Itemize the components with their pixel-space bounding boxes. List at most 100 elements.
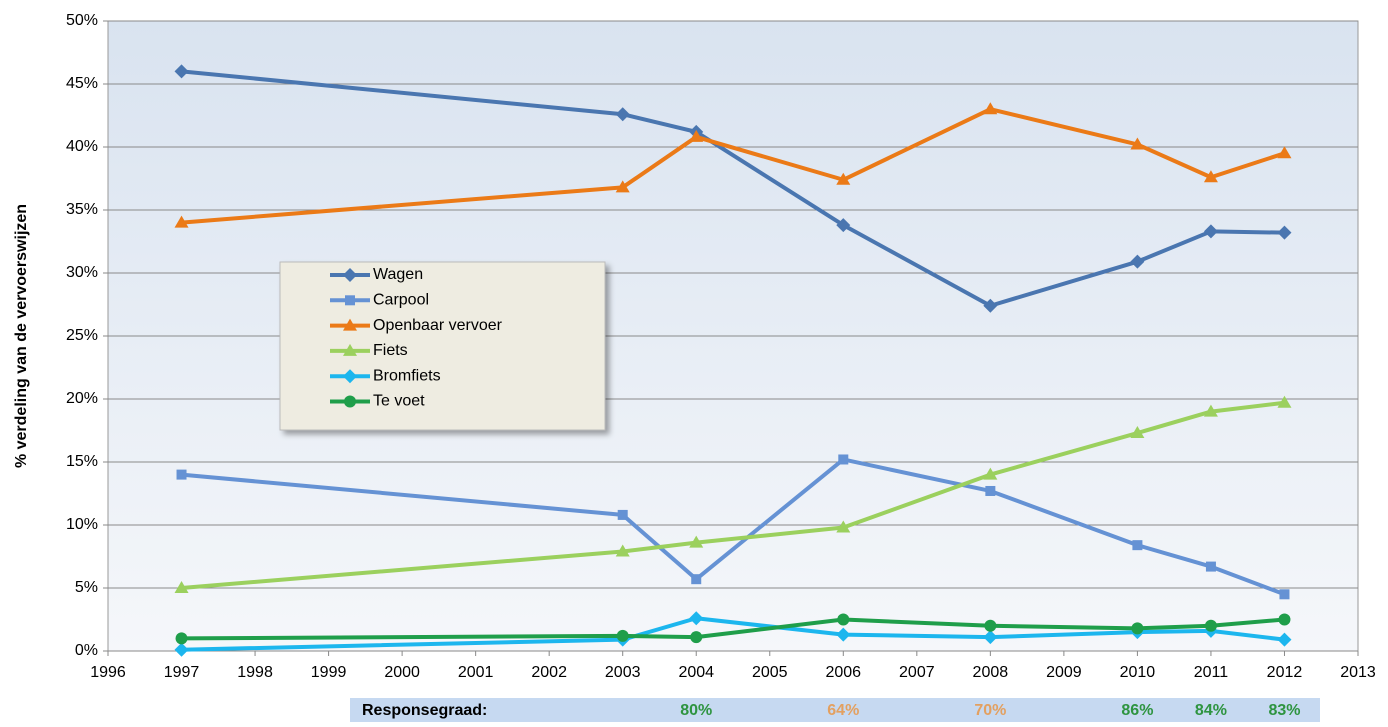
x-tick-label: 2007 [899, 664, 935, 681]
x-tick-label: 2008 [973, 664, 1009, 681]
y-tick-label: 25% [66, 327, 98, 344]
marker [343, 343, 357, 356]
y-tick-label: 0% [75, 642, 98, 659]
x-tick-label: 2009 [1046, 664, 1082, 681]
marker [1277, 632, 1292, 647]
response-value: 70% [974, 702, 1006, 719]
marker [836, 218, 851, 233]
marker [615, 180, 630, 193]
y-axis-label: % verdeling van de vervoerswijzen [13, 204, 30, 468]
marker [1277, 225, 1292, 240]
marker [985, 485, 996, 496]
x-tick-label: 2001 [458, 664, 494, 681]
x-tick-label: 2000 [384, 664, 420, 681]
response-label: Responsegraad: [362, 702, 487, 719]
x-tick-label: 2006 [825, 664, 861, 681]
y-tick-label: 45% [66, 75, 98, 92]
legend-label: Fiets [373, 342, 408, 359]
x-tick-label: 1998 [237, 664, 273, 681]
marker [174, 581, 189, 593]
marker [836, 520, 851, 533]
marker [837, 613, 850, 626]
response-value: 64% [827, 702, 859, 719]
marker [1279, 589, 1290, 600]
marker [1277, 395, 1292, 408]
marker [983, 102, 998, 115]
series-line [181, 69, 1285, 308]
legend-label: Te voet [373, 393, 425, 410]
marker [983, 467, 998, 480]
response-value: 80% [680, 702, 712, 719]
legend-label: Openbaar vervoer [373, 317, 503, 334]
marker [616, 629, 629, 642]
y-tick-label: 40% [66, 138, 98, 155]
x-tick-label: 1997 [164, 664, 200, 681]
marker [1132, 540, 1143, 551]
marker [615, 107, 630, 122]
marker [174, 215, 189, 228]
marker [174, 64, 189, 79]
x-tick-label: 2012 [1267, 664, 1303, 681]
marker [836, 172, 851, 185]
x-tick-label: 2013 [1340, 664, 1376, 681]
marker [1203, 404, 1218, 417]
response-value: 86% [1121, 702, 1153, 719]
marker [343, 369, 357, 384]
marker [1203, 170, 1218, 183]
legend-box [279, 261, 606, 431]
marker [343, 268, 357, 282]
marker [983, 630, 998, 645]
marker [615, 544, 630, 557]
marker [689, 129, 704, 142]
series-line [181, 617, 1285, 641]
marker [345, 295, 355, 306]
series-line [181, 457, 1286, 597]
marker [175, 632, 188, 645]
x-tick-label: 2010 [1120, 664, 1156, 681]
legend: Wagen Carpool Openbaar vervoer Fiets Bromfie… [279, 261, 606, 431]
marker [1204, 619, 1217, 632]
marker [838, 454, 849, 465]
marker [1131, 622, 1144, 635]
x-tick-label: 2005 [752, 664, 788, 681]
marker [689, 611, 704, 626]
x-tick-label: 1996 [90, 664, 126, 681]
marker [983, 298, 998, 313]
marker [1130, 254, 1145, 269]
y-tick-label: 30% [66, 264, 98, 281]
marker [689, 535, 704, 548]
marker [617, 509, 628, 520]
legend-label: Carpool [373, 292, 429, 309]
marker [1277, 146, 1292, 159]
response-value: 84% [1195, 702, 1227, 719]
marker [984, 619, 997, 632]
x-tick-label: 2011 [1194, 664, 1229, 681]
marker [836, 627, 851, 642]
marker [344, 395, 356, 408]
x-tick-label: 2003 [605, 664, 641, 681]
x-tick-label: 1999 [311, 664, 347, 681]
legend-label: Bromfiets [373, 367, 441, 384]
marker [1130, 426, 1145, 439]
y-tick-label: 20% [66, 390, 98, 407]
marker [343, 318, 357, 331]
marker [174, 642, 189, 657]
series-line [181, 107, 1286, 225]
response-band [350, 698, 1320, 722]
y-tick-label: 15% [66, 453, 98, 470]
x-tick-label: 2004 [678, 664, 714, 681]
marker [691, 574, 702, 585]
marker [1278, 613, 1291, 626]
x-tick-label: 2002 [531, 664, 567, 681]
legend-label: Wagen [373, 266, 423, 283]
series-line [181, 400, 1285, 590]
marker [1130, 137, 1145, 150]
y-tick-label: 35% [66, 201, 98, 218]
marker [1205, 561, 1216, 572]
response-value: 83% [1268, 702, 1300, 719]
marker [690, 631, 703, 644]
marker [1203, 224, 1218, 239]
y-tick-label: 10% [66, 516, 98, 533]
y-tick-label: 5% [75, 579, 98, 596]
